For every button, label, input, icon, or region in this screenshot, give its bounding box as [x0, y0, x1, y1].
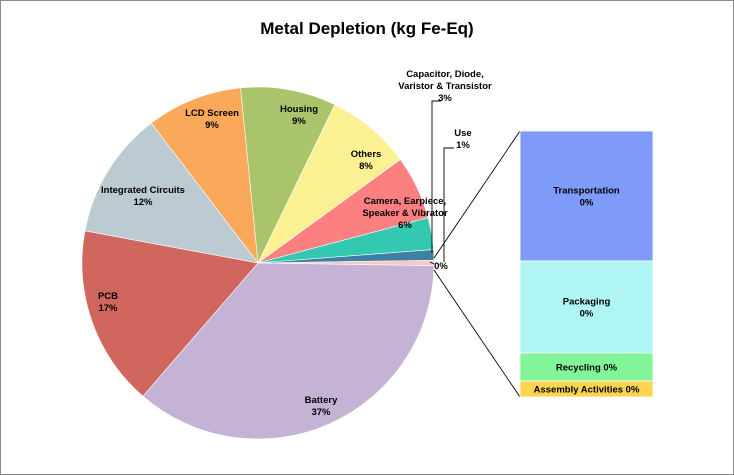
leader-line-2	[443, 147, 454, 262]
pie-slice-housing	[240, 86, 336, 265]
breakout-label-assembly-activities: Assembly Activities 0%	[534, 385, 640, 396]
pie-slice-integrated-circuits	[84, 122, 259, 264]
slice-label-other-0: 0%	[434, 261, 448, 272]
slice-label-housing: Housing 9%	[280, 104, 318, 127]
breakout-segment-assembly-activities	[519, 380, 654, 398]
breakout-label-transportation: Transportation 0%	[553, 186, 620, 209]
pie-slice-lcd-screen	[150, 87, 259, 265]
breakout-segment-recycling	[519, 352, 654, 382]
breakout-connector-1	[433, 130, 521, 259]
breakout-segment-transportation	[519, 130, 654, 262]
slice-label-lcd-screen: LCD Screen 9%	[185, 108, 239, 131]
slice-label-battery: Battery 37%	[305, 395, 338, 418]
breakout-label-packaging: Packaging 0%	[563, 297, 611, 320]
slice-label-camera-earpiece-speaker-vibrator: Camera, Earpiece, Speaker & Vibrator 6%	[362, 196, 448, 231]
breakout-connector-2	[433, 269, 521, 398]
slice-label-use: Use 1%	[454, 128, 471, 151]
slice-label-pcb: PCB 17%	[98, 291, 118, 314]
pie-slice-battery	[142, 262, 435, 440]
breakout-label-recycling: Recycling 0%	[556, 363, 618, 374]
leader-line-1	[431, 100, 441, 253]
slice-label-capacitor-diode-varistor-transistor: Capacitor, Diode, Varistor & Transistor 3%	[398, 69, 492, 104]
chart-title: Metal Depletion (kg Fe-Eq)	[260, 19, 473, 38]
leader-line-3	[429, 261, 435, 265]
slice-label-others: Others 8%	[351, 149, 382, 172]
slice-label-integrated-circuits: Integrated Circuits 12%	[101, 185, 185, 208]
pie-slice-pcb	[81, 230, 259, 397]
